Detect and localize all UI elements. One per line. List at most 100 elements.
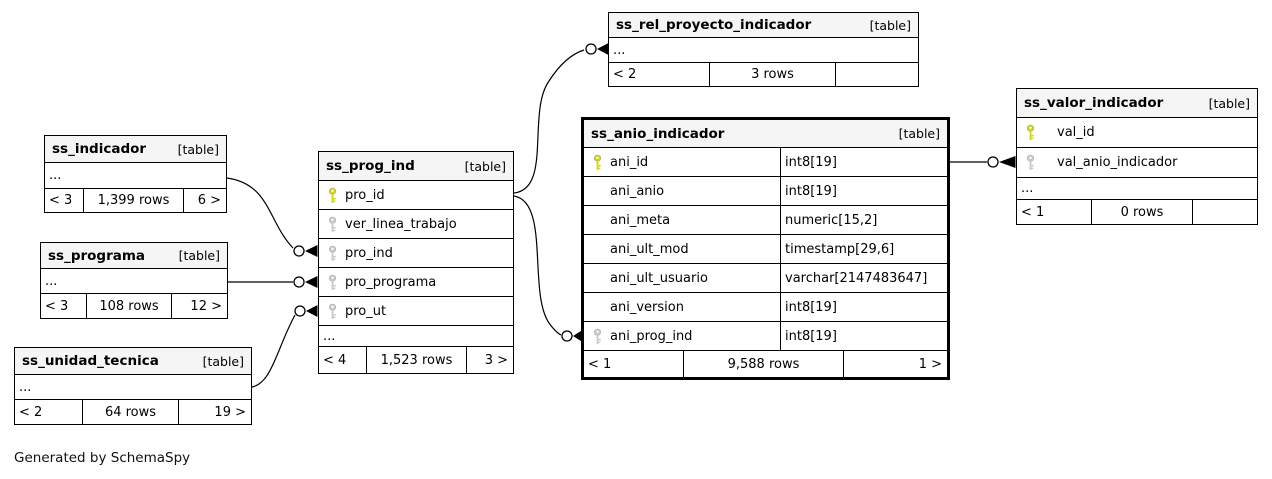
column-row: pro_ind — [319, 239, 513, 268]
in-degree: < 1 — [1017, 200, 1092, 224]
fk-edge-pro-ut — [251, 305, 318, 388]
fk-edge-ani-prog-ind — [513, 195, 583, 342]
table-title[interactable]: ss_indicador — [52, 141, 147, 157]
column-row: val_anio_indicador — [1017, 148, 1257, 178]
column-name: ani_id — [610, 154, 649, 170]
table-tag: [table] — [177, 141, 219, 157]
table-title[interactable]: ss_anio_indicador — [591, 125, 725, 142]
column-name: ani_version — [610, 299, 684, 315]
column-name: pro_ut — [345, 303, 387, 319]
hidden-columns-row: ... — [15, 375, 251, 400]
column-row: ani_ult_usuario varchar[2147483647] — [584, 264, 947, 293]
out-degree: 1 > — [918, 356, 942, 372]
table-stats-row: < 3 108 rows 12 > — [41, 294, 227, 318]
foreign-key-icon — [319, 245, 345, 262]
out-degree: 3 > — [484, 352, 508, 368]
column-row: ani_anio int8[19] — [584, 177, 947, 206]
in-degree: < 2 — [15, 400, 83, 424]
hidden-columns-row: ... — [609, 38, 918, 63]
row-count: 108 rows — [87, 294, 172, 318]
hidden-columns-row: ... — [45, 163, 226, 189]
column-type: int8[19] — [785, 154, 837, 170]
table-title[interactable]: ss_programa — [48, 247, 146, 264]
primary-key-icon — [319, 187, 345, 204]
column-row: val_id — [1017, 118, 1257, 148]
table-node-ss-indicador[interactable]: ss_indicador [table] ... < 3 1,399 rows … — [44, 135, 227, 213]
column-row: ani_version int8[19] — [584, 293, 947, 322]
table-header[interactable]: ss_indicador [table] — [45, 136, 226, 163]
in-degree: < 4 — [319, 347, 367, 373]
table-stats-row: < 4 1,523 rows 3 > — [319, 347, 513, 373]
table-header[interactable]: ss_valor_indicador [table] — [1017, 89, 1257, 118]
column-name: pro_id — [345, 187, 385, 203]
table-header[interactable]: ss_programa [table] — [41, 243, 227, 269]
in-degree: < 1 — [584, 351, 684, 377]
column-name: pro_programa — [345, 274, 437, 290]
column-row: pro_programa — [319, 268, 513, 297]
table-node-ss-programa[interactable]: ss_programa [table] ... < 3 108 rows 12 … — [40, 242, 228, 319]
column-type: int8[19] — [785, 328, 837, 344]
table-tag: [table] — [898, 126, 940, 141]
row-count: 3 rows — [710, 63, 836, 86]
table-stats-row: < 3 1,399 rows 6 > — [45, 189, 226, 212]
column-name: val_id — [1057, 125, 1095, 140]
column-row: ver_linea_trabajo — [319, 210, 513, 239]
table-stats-row: < 2 64 rows 19 > — [15, 400, 251, 424]
column-name: ani_anio — [610, 183, 665, 199]
foreign-key-icon — [1017, 154, 1043, 171]
table-stats-row: < 2 3 rows — [609, 63, 918, 86]
foreign-key-icon — [319, 274, 345, 291]
primary-key-icon — [1017, 124, 1043, 141]
table-title[interactable]: ss_valor_indicador — [1024, 95, 1164, 111]
table-node-ss-valor-indicador[interactable]: ss_valor_indicador [table] val_id val_an… — [1016, 88, 1258, 225]
hidden-columns-row: ... — [1017, 178, 1257, 200]
foreign-key-icon — [584, 328, 610, 345]
generator-credit: Generated by SchemaSpy — [14, 450, 191, 466]
table-header[interactable]: ss_unidad_tecnica [table] — [15, 348, 251, 375]
column-row: pro_id — [319, 181, 513, 210]
table-title[interactable]: ss_rel_proyecto_indicador — [616, 17, 812, 33]
table-tag: [table] — [202, 353, 244, 369]
column-type: timestamp[29,6] — [785, 241, 895, 257]
table-node-ss-unidad-tecnica[interactable]: ss_unidad_tecnica [table] ... < 2 64 row… — [14, 347, 252, 425]
table-header[interactable]: ss_prog_ind [table] — [319, 152, 513, 181]
column-name: ani_prog_ind — [610, 328, 693, 344]
column-name: ani_meta — [610, 212, 671, 228]
out-degree: 19 > — [214, 404, 246, 420]
row-count: 1,523 rows — [367, 347, 467, 373]
column-row: ani_ult_mod timestamp[29,6] — [584, 235, 947, 264]
table-node-ss-rel-proyecto-indicador[interactable]: ss_rel_proyecto_indicador [table] ... < … — [608, 12, 919, 87]
row-count: 9,588 rows — [684, 351, 844, 377]
table-title[interactable]: ss_unidad_tecnica — [22, 353, 159, 369]
column-name: pro_ind — [345, 245, 393, 261]
hidden-columns-row: ... — [319, 326, 513, 347]
table-node-ss-anio-indicador[interactable]: ss_anio_indicador [table] ani_id int8[19… — [581, 117, 950, 380]
out-degree: 12 > — [190, 298, 222, 314]
column-name: ver_linea_trabajo — [345, 216, 457, 232]
in-degree: < 3 — [45, 189, 84, 212]
table-header[interactable]: ss_rel_proyecto_indicador [table] — [609, 13, 918, 38]
fk-edge-pro-ind — [226, 177, 318, 257]
in-degree: < 2 — [609, 63, 710, 86]
table-tag: [table] — [464, 158, 506, 174]
column-row: pro_ut — [319, 297, 513, 326]
out-degree — [1193, 200, 1257, 224]
row-count: 1,399 rows — [84, 189, 184, 212]
foreign-key-icon — [319, 216, 345, 233]
fk-edge-val-anio-indicador — [950, 156, 1016, 168]
table-node-ss-prog-ind[interactable]: ss_prog_ind [table] pro_id ver_linea_tra… — [318, 151, 514, 374]
row-count: 0 rows — [1092, 200, 1193, 224]
column-row: ani_meta numeric[15,2] — [584, 206, 947, 235]
table-header[interactable]: ss_anio_indicador [table] — [584, 120, 947, 148]
out-degree: 6 > — [197, 193, 221, 208]
column-name: ani_ult_usuario — [610, 270, 708, 286]
foreign-key-icon — [319, 303, 345, 320]
out-degree — [836, 63, 918, 86]
table-tag: [table] — [869, 17, 911, 33]
column-type: varchar[2147483647] — [785, 270, 928, 286]
table-title[interactable]: ss_prog_ind — [326, 158, 415, 174]
fk-edge-pro-programa — [228, 276, 318, 288]
table-tag: [table] — [178, 248, 220, 263]
column-name: ani_ult_mod — [610, 241, 689, 257]
column-type: int8[19] — [785, 183, 837, 199]
